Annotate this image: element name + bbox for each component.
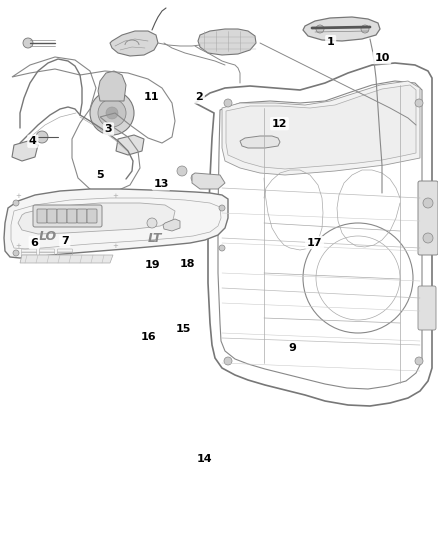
Text: 18: 18: [180, 259, 195, 269]
Text: 6: 6: [30, 238, 38, 247]
Polygon shape: [12, 141, 38, 161]
FancyBboxPatch shape: [87, 209, 97, 223]
Polygon shape: [222, 81, 420, 175]
Text: 14: 14: [197, 455, 213, 464]
Circle shape: [13, 200, 19, 206]
Text: 9: 9: [289, 343, 297, 352]
Circle shape: [106, 107, 118, 119]
Text: 7: 7: [61, 236, 69, 246]
Circle shape: [316, 25, 324, 33]
Text: LO: LO: [39, 230, 57, 244]
Polygon shape: [226, 85, 416, 169]
Circle shape: [415, 99, 423, 107]
Text: +: +: [112, 193, 118, 199]
Circle shape: [90, 91, 134, 135]
Polygon shape: [110, 31, 158, 56]
Text: 13: 13: [153, 179, 169, 189]
Polygon shape: [20, 255, 113, 263]
Polygon shape: [98, 71, 126, 101]
Text: +: +: [112, 243, 118, 249]
FancyBboxPatch shape: [418, 286, 436, 330]
Circle shape: [219, 205, 225, 211]
Polygon shape: [192, 173, 225, 189]
Circle shape: [361, 25, 369, 33]
FancyBboxPatch shape: [37, 209, 47, 223]
Circle shape: [219, 245, 225, 251]
Circle shape: [224, 357, 232, 365]
Circle shape: [23, 38, 33, 48]
Text: +: +: [15, 193, 21, 199]
Polygon shape: [163, 219, 180, 231]
Circle shape: [98, 99, 126, 127]
Polygon shape: [240, 136, 280, 148]
FancyBboxPatch shape: [77, 209, 87, 223]
FancyBboxPatch shape: [47, 209, 57, 223]
Text: 11: 11: [143, 92, 159, 102]
FancyBboxPatch shape: [418, 181, 438, 255]
Circle shape: [13, 250, 19, 256]
Text: 3: 3: [105, 124, 113, 134]
Circle shape: [177, 166, 187, 176]
Text: 1: 1: [327, 37, 335, 46]
Text: 17: 17: [307, 238, 322, 247]
Polygon shape: [18, 203, 175, 234]
Text: LT: LT: [148, 231, 162, 245]
FancyBboxPatch shape: [57, 209, 67, 223]
Circle shape: [415, 357, 423, 365]
Polygon shape: [303, 17, 380, 41]
FancyBboxPatch shape: [67, 209, 77, 223]
Text: 4: 4: [29, 136, 37, 146]
Text: 10: 10: [374, 53, 390, 62]
Circle shape: [423, 233, 433, 243]
Polygon shape: [198, 29, 256, 55]
Text: 19: 19: [145, 261, 160, 270]
Text: 2: 2: [195, 92, 203, 102]
Circle shape: [147, 218, 157, 228]
Text: 5: 5: [96, 170, 104, 180]
Polygon shape: [4, 189, 228, 258]
FancyBboxPatch shape: [33, 205, 102, 227]
Text: 15: 15: [175, 325, 191, 334]
Text: +: +: [15, 243, 21, 249]
Circle shape: [423, 198, 433, 208]
Text: 16: 16: [140, 332, 156, 342]
Polygon shape: [116, 135, 144, 155]
Text: 12: 12: [272, 119, 287, 128]
Circle shape: [224, 99, 232, 107]
Circle shape: [36, 131, 48, 143]
Circle shape: [191, 174, 199, 182]
